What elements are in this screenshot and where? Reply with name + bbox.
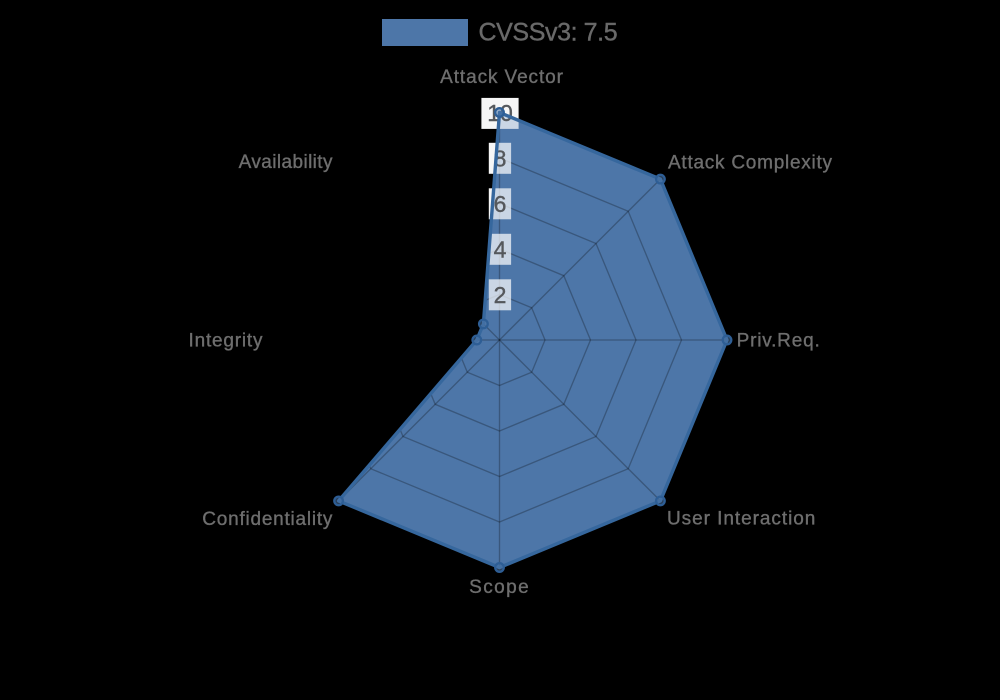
svg-text:Availability: Availability xyxy=(239,152,333,173)
svg-text:2: 2 xyxy=(494,282,507,308)
svg-text:Integrity: Integrity xyxy=(189,331,264,352)
svg-text:Attack Vector: Attack Vector xyxy=(440,67,564,88)
svg-text:4: 4 xyxy=(494,237,507,263)
svg-text:6: 6 xyxy=(494,191,507,217)
svg-text:User Interaction: User Interaction xyxy=(667,509,816,530)
svg-text:Priv.Req.: Priv.Req. xyxy=(737,330,821,351)
svg-text:Scope: Scope xyxy=(469,577,530,598)
svg-text:Attack Complexity: Attack Complexity xyxy=(668,152,833,173)
svg-text:CVSSv3: 7.5: CVSSv3: 7.5 xyxy=(479,19,618,47)
svg-text:Confidentiality: Confidentiality xyxy=(202,509,333,530)
